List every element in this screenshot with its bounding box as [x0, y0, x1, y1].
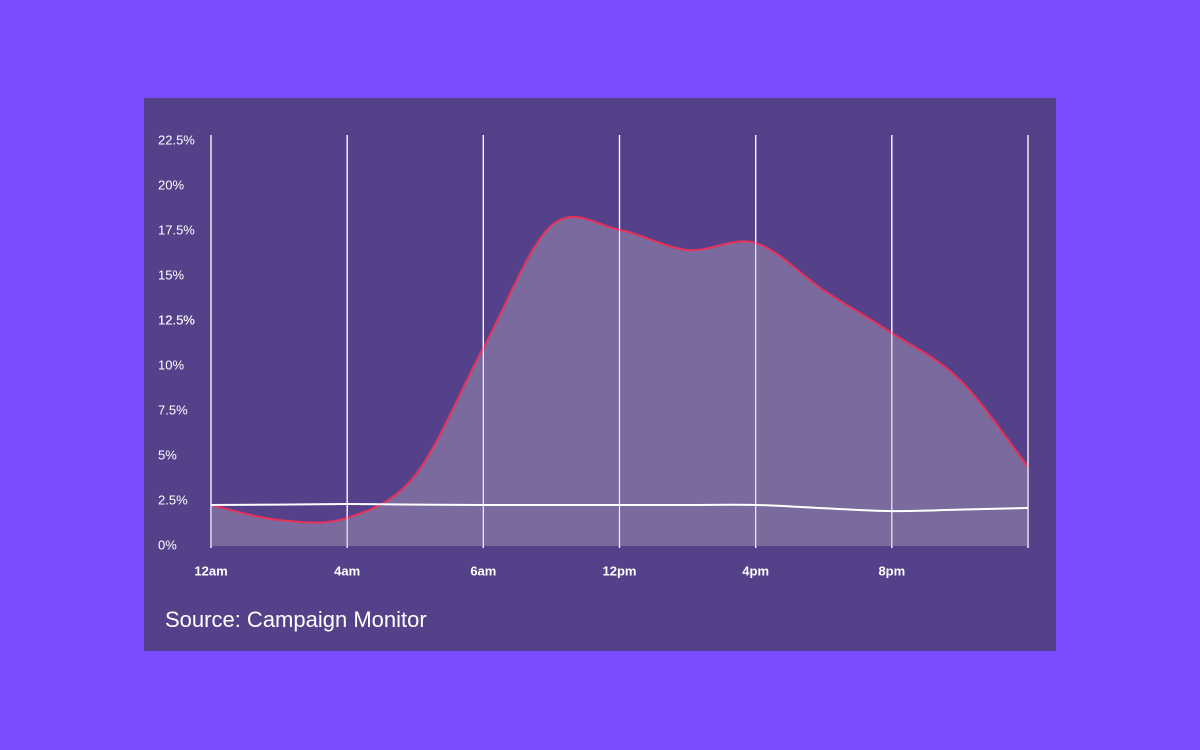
y-tick-label: 2.5% [158, 492, 188, 507]
source: Source: Campaign Monitor [165, 607, 427, 632]
x-tick-label: 4pm [742, 563, 769, 578]
x-tick-label: 8pm [878, 563, 905, 578]
y-tick-label: 17.5% [158, 222, 195, 237]
y-tick-label: 5% [158, 447, 177, 462]
x-tick-label: 12pm [603, 563, 637, 578]
y-tick-label: 12.5% [158, 312, 195, 327]
y-tick-label: 0% [158, 537, 177, 552]
y-tick-label: 15% [158, 267, 184, 282]
x-tick-label: 4am [334, 563, 360, 578]
y-tick-label: 20% [158, 177, 184, 192]
y-tick-label: 12.5% [158, 312, 195, 327]
y-tick-label: 7.5% [158, 402, 188, 417]
x-tick-label: 12am [194, 563, 227, 578]
y-tick-label: 22.5% [158, 132, 195, 147]
y-tick-label: 10% [158, 357, 184, 372]
x-tick-label: 6am [470, 563, 496, 578]
